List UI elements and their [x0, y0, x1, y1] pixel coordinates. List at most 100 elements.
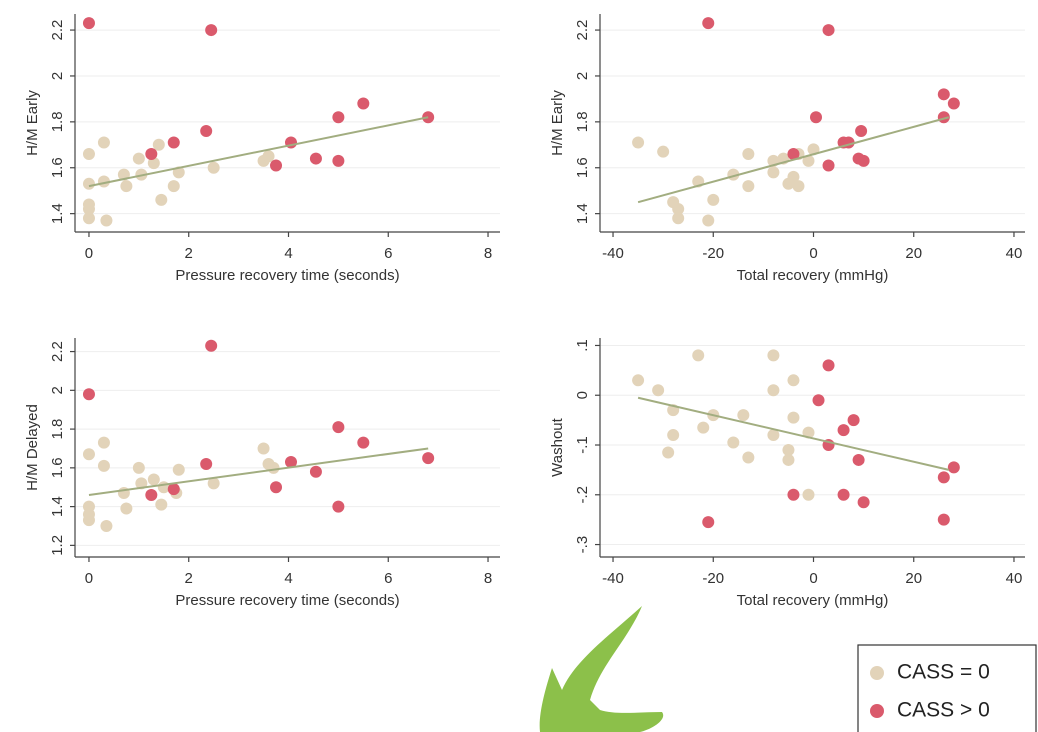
scatter-point — [200, 125, 213, 138]
x-axis-label: Pressure recovery time (seconds) — [175, 267, 399, 284]
y-axis-label: H/M Delayed — [24, 404, 41, 491]
y-tick-label: -.3 — [574, 536, 591, 554]
x-tick-label: 20 — [905, 245, 922, 262]
scatter-point — [697, 421, 710, 434]
x-axis-label: Total recovery (mmHg) — [737, 592, 889, 609]
scatter-point — [167, 180, 180, 193]
fit-line — [637, 396, 950, 471]
scatter-point — [82, 17, 95, 30]
scatter-point — [167, 483, 180, 496]
green-arrow — [539, 606, 664, 732]
scatter-point — [267, 461, 280, 474]
scatter-point — [672, 212, 685, 225]
scatter-point — [667, 429, 680, 442]
scatter-point — [742, 451, 755, 464]
scatter-point — [702, 516, 715, 529]
scatter-point — [135, 477, 148, 490]
x-axis-label: Total recovery (mmHg) — [737, 267, 889, 284]
scatter-point — [145, 147, 158, 160]
scatter-point — [632, 374, 645, 387]
scatter-point — [787, 170, 800, 183]
x-axis-label: Pressure recovery time (seconds) — [175, 592, 399, 609]
scatter-point — [662, 446, 675, 459]
y-axis-label: H/M Early — [549, 90, 566, 156]
x-tick-label: 0 — [85, 245, 93, 262]
scatter-point — [82, 388, 95, 401]
x-tick-label: 4 — [284, 570, 292, 587]
x-tick-label: 0 — [809, 570, 817, 587]
scatter-point — [810, 111, 823, 124]
y-tick-label: 0 — [574, 391, 591, 399]
scatter-point — [742, 180, 755, 193]
scatter-point — [332, 500, 345, 513]
y-tick-label: 1.8 — [49, 419, 66, 440]
scatter-point — [332, 154, 345, 167]
scatter-point — [152, 138, 165, 151]
scatter-point — [672, 203, 685, 216]
scatter-point — [100, 519, 113, 532]
scatter-point — [782, 443, 795, 456]
scatter-point — [742, 147, 755, 160]
fit-line — [88, 116, 429, 188]
scatter-point — [172, 463, 185, 476]
scatter-point — [284, 456, 297, 469]
scatter-point — [257, 442, 270, 455]
y-tick-label: 1.6 — [574, 157, 591, 178]
scatter-point — [82, 203, 95, 216]
scatter-point — [947, 461, 960, 474]
scatter-point — [332, 421, 345, 434]
scatter-point — [657, 145, 670, 158]
y-tick-label: 1.6 — [49, 457, 66, 478]
scatter-point — [82, 448, 95, 461]
x-tick-label: 6 — [384, 570, 392, 587]
scatter-point — [155, 193, 168, 206]
scatter-point — [652, 384, 665, 397]
scatter-point — [837, 424, 850, 437]
scatter-point — [812, 394, 825, 407]
scatter-point — [200, 457, 213, 470]
scatter-point — [767, 349, 780, 362]
scatter-point — [120, 502, 133, 515]
scatter-point — [97, 136, 110, 149]
y-tick-label: 2.2 — [49, 341, 66, 362]
scatter-point — [270, 481, 283, 494]
scatter-point — [270, 159, 283, 172]
y-tick-label: 1.8 — [574, 111, 591, 132]
y-tick-label: 1.4 — [49, 496, 66, 517]
fit-line — [637, 116, 950, 204]
scatter-point — [632, 136, 645, 149]
y-tick-label: 2 — [574, 72, 591, 80]
scatter-point — [787, 411, 800, 424]
scatter-point — [309, 465, 322, 478]
scatter-point — [207, 161, 220, 174]
scatter-point — [822, 359, 835, 372]
scatter-point — [702, 214, 715, 227]
scatter-point — [767, 384, 780, 397]
scatter-point — [857, 154, 870, 167]
scatter-point — [120, 180, 133, 193]
legend-box — [857, 644, 1037, 732]
y-tick-label: .1 — [574, 339, 591, 352]
scatter-point — [702, 17, 715, 30]
scatter-point — [767, 166, 780, 179]
y-tick-label: 2.2 — [574, 20, 591, 41]
scatter-point — [855, 125, 868, 138]
scatter-point — [132, 152, 145, 165]
x-tick-label: 8 — [484, 245, 492, 262]
scatter-point — [822, 24, 835, 37]
scatter-point — [857, 496, 870, 509]
scatter-point — [822, 159, 835, 172]
y-tick-label: 1.8 — [49, 111, 66, 132]
x-tick-label: 0 — [809, 245, 817, 262]
scatter-point — [787, 147, 800, 160]
y-axis-label: H/M Early — [24, 90, 41, 156]
scatter-point — [707, 193, 720, 206]
scatter-point — [155, 498, 168, 511]
x-tick-label: 40 — [1006, 245, 1023, 262]
legend-label: CASS = 0 — [897, 661, 990, 684]
scatter-point — [147, 157, 160, 170]
scatter-point — [802, 426, 815, 439]
scatter-point — [937, 88, 950, 101]
y-axis-label: Washout — [549, 417, 566, 476]
legend-marker — [870, 666, 884, 680]
